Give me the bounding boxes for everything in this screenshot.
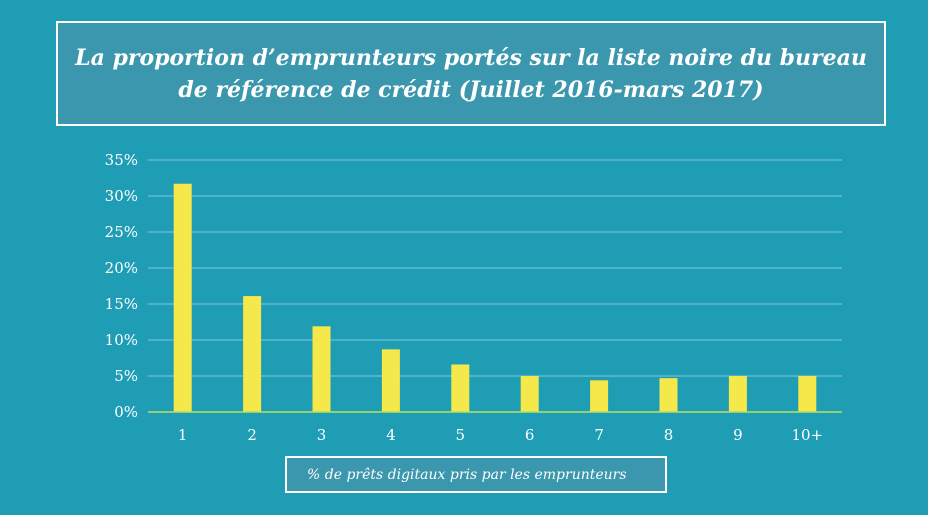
bar	[451, 364, 470, 412]
y-tick-label: 20%	[105, 259, 138, 277]
x-tick-label: 1	[178, 426, 188, 444]
x-tick-label: 9	[733, 426, 743, 444]
y-tick-label: 0%	[114, 403, 138, 421]
chart-title: La proportion d’emprunteurs portés sur l…	[75, 44, 867, 103]
x-tick-label: 2	[247, 426, 257, 444]
right-margin	[928, 0, 939, 521]
x-tick-label: 7	[594, 426, 604, 444]
y-tick-label: 5%	[114, 367, 138, 385]
bar	[590, 380, 609, 412]
bar	[520, 376, 539, 412]
y-tick-label: 25%	[105, 223, 138, 241]
y-tick-label: 35%	[105, 151, 138, 169]
x-tick-label: 5	[456, 426, 466, 444]
bar	[728, 376, 747, 412]
x-tick-label: 8	[664, 426, 674, 444]
x-axis-title-box: % de prêts digitaux pris par les emprunt…	[285, 456, 667, 493]
x-axis-title: % de prêts digitaux pris par les emprunt…	[307, 466, 627, 483]
y-tick-label: 30%	[105, 187, 138, 205]
bar	[243, 296, 262, 412]
bar	[798, 376, 817, 412]
bar	[173, 183, 192, 412]
x-tick-label: 10+	[791, 426, 823, 444]
y-tick-label: 15%	[105, 295, 138, 313]
bar	[312, 326, 331, 412]
bar	[381, 349, 400, 412]
x-tick-label: 6	[525, 426, 535, 444]
y-tick-label: 10%	[105, 331, 138, 349]
chart-title-box: La proportion d’emprunteurs portés sur l…	[56, 21, 886, 126]
x-tick-label: 4	[386, 426, 396, 444]
bar	[659, 378, 678, 412]
bottom-margin	[0, 515, 939, 521]
x-tick-label: 3	[317, 426, 327, 444]
